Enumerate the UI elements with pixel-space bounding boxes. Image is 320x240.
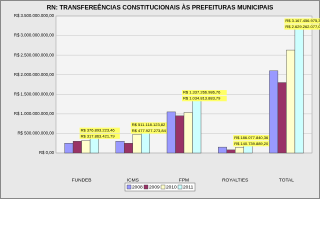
value-label: R$ 376.893.223,46 bbox=[81, 127, 116, 132]
y-tick-label: R$ 1.500.000.000,00 bbox=[14, 91, 55, 96]
value-label-box bbox=[182, 96, 227, 102]
legend-swatch bbox=[177, 184, 183, 190]
bar bbox=[243, 145, 253, 154]
bar bbox=[166, 111, 176, 154]
bar bbox=[226, 149, 236, 154]
bar bbox=[277, 82, 287, 154]
value-label-box bbox=[233, 141, 274, 147]
x-tick-label: ICMS bbox=[127, 177, 139, 183]
value-label: R$ 511.118.123,82 bbox=[132, 122, 166, 127]
bar bbox=[89, 138, 99, 154]
bar bbox=[234, 147, 244, 154]
value-label: R$ 317.863.421,79 bbox=[81, 133, 116, 138]
value-label-box bbox=[284, 18, 320, 24]
value-label: R$ 3.167.456.975,38 bbox=[285, 18, 320, 23]
legend-label: 2009 bbox=[149, 184, 160, 190]
y-tick-label: R$ 0,00 bbox=[39, 150, 55, 155]
bar bbox=[132, 134, 142, 154]
legend-swatch bbox=[160, 184, 166, 190]
value-label-box bbox=[233, 135, 274, 141]
bar bbox=[141, 132, 151, 154]
x-tick-label: FUNDEB bbox=[72, 177, 92, 183]
bar bbox=[183, 112, 193, 154]
value-label-box bbox=[130, 122, 172, 128]
bar bbox=[81, 140, 91, 154]
chart: RN: TRANSFEREÊNCIAS CONSTITUCIONAIS ÀS P… bbox=[0, 0, 320, 199]
y-tick-label: R$ 1.000.000.000,00 bbox=[14, 111, 55, 116]
bar bbox=[269, 70, 279, 154]
legend-swatch bbox=[143, 184, 149, 190]
x-tick-label: TOTAL bbox=[279, 177, 294, 183]
value-label-box bbox=[182, 90, 227, 96]
value-label-box bbox=[130, 128, 172, 134]
bar bbox=[72, 141, 82, 154]
y-tick-label: R$ 2.000.000.000,00 bbox=[14, 72, 55, 77]
value-label-box bbox=[79, 133, 120, 139]
y-tick-label: R$ 3.500.000.000,00 bbox=[14, 13, 55, 18]
x-tick-label: ROYALTIES bbox=[222, 177, 248, 183]
legend-box bbox=[124, 182, 196, 192]
bar bbox=[175, 115, 185, 154]
bar bbox=[115, 141, 125, 154]
y-tick-label: R$ 2.500.000.000,00 bbox=[14, 52, 55, 57]
bar bbox=[192, 100, 202, 154]
legend-swatch bbox=[126, 184, 132, 190]
bar bbox=[124, 143, 134, 154]
legend-label: 2008 bbox=[132, 184, 143, 190]
value-label: R$ 140.739.889,20 bbox=[234, 141, 269, 146]
value-label: R$ 1.034.813.883,79 bbox=[183, 96, 221, 101]
bar bbox=[294, 28, 304, 154]
bar bbox=[217, 146, 227, 154]
legend-label: 2011 bbox=[183, 184, 194, 190]
legend-label: 2010 bbox=[166, 184, 177, 190]
value-label: R$ 1.337.266.986,76 bbox=[183, 90, 221, 95]
value-label-box bbox=[79, 127, 120, 133]
value-label: R$ 477.927.273,84 bbox=[132, 128, 167, 133]
bar bbox=[286, 49, 296, 154]
chart-title: RN: TRANSFEREÊNCIAS CONSTITUCIONAIS ÀS P… bbox=[47, 4, 273, 12]
x-tick-label: FPM bbox=[179, 177, 189, 183]
value-label: R$ 186.077.840,36 bbox=[234, 135, 269, 140]
y-tick-label: R$ 3.000.000.000,00 bbox=[14, 33, 55, 38]
y-tick-label: R$ 500.000.000,00 bbox=[17, 131, 54, 136]
value-label-box bbox=[284, 24, 320, 30]
value-label: R$ 2.629.262.077,04 bbox=[285, 24, 320, 29]
bar bbox=[64, 143, 74, 154]
